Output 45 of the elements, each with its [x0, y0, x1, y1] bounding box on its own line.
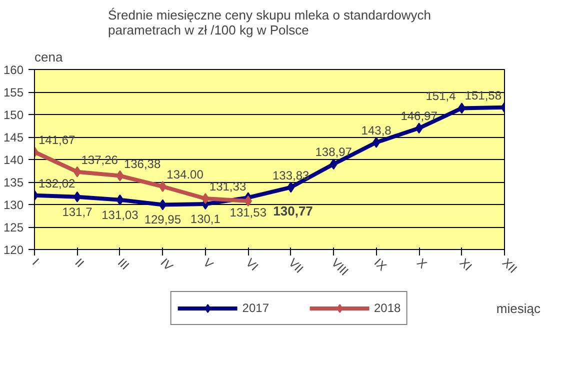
- y-tick-label: 120: [3, 243, 24, 257]
- x-tick-label: XII: [500, 256, 520, 276]
- point: [158, 199, 167, 210]
- x-tick-label: X: [414, 256, 430, 272]
- y-tick-label: 130: [3, 198, 24, 212]
- data-label: 130,1: [190, 212, 221, 226]
- data-label: 133,83: [272, 168, 310, 182]
- chart-title: Średnie miesięczne ceny skupu mleka o standardowych parametrach w zł /100 kg w Polsce: [108, 8, 432, 38]
- legend-label: 2017: [242, 301, 269, 315]
- data-label: 130,77: [273, 204, 313, 219]
- data-label: 131,7: [62, 204, 93, 219]
- y-tick-label: 160: [3, 63, 24, 77]
- data-label: 134.00: [166, 168, 204, 182]
- x-axis-title: miesiąc: [496, 301, 541, 316]
- x-tick-label: VI: [243, 256, 262, 274]
- data-label: 138,97: [315, 145, 352, 160]
- point: [73, 191, 82, 202]
- point: [158, 181, 167, 192]
- point: [372, 136, 380, 148]
- x-tick-label: XI: [456, 256, 475, 274]
- data-label: 143,8: [361, 123, 392, 138]
- x-tick-label: II: [72, 256, 87, 270]
- point: [458, 102, 466, 114]
- y-tick-label: 140: [3, 153, 24, 167]
- x-tick-label: VIII: [328, 256, 352, 278]
- data-label: 131,53: [230, 206, 267, 220]
- y-tick-label: 145: [3, 130, 24, 144]
- data-label: 136,38: [124, 156, 161, 171]
- data-label: 131,03: [102, 208, 139, 222]
- data-label: 129,95: [144, 212, 182, 227]
- x-tick-label: III: [115, 256, 132, 273]
- x-tick-label: V: [200, 256, 216, 272]
- x-tick-label: IV: [158, 256, 176, 274]
- y-tick-label: 150: [3, 108, 24, 122]
- y-tick-label: 135: [3, 176, 24, 190]
- point: [73, 166, 82, 178]
- y-tick-label: 125: [3, 220, 24, 234]
- y-axis-title: cena: [34, 50, 64, 64]
- data-label: 151,4: [426, 89, 456, 104]
- x-tick-label: IX: [371, 256, 390, 274]
- data-label: 131,33: [209, 180, 246, 194]
- legend-label: 2018: [374, 301, 401, 315]
- y-tick-label: 155: [3, 86, 24, 100]
- x-tick-label: I: [30, 256, 42, 268]
- x-tick-label: VII: [286, 256, 306, 276]
